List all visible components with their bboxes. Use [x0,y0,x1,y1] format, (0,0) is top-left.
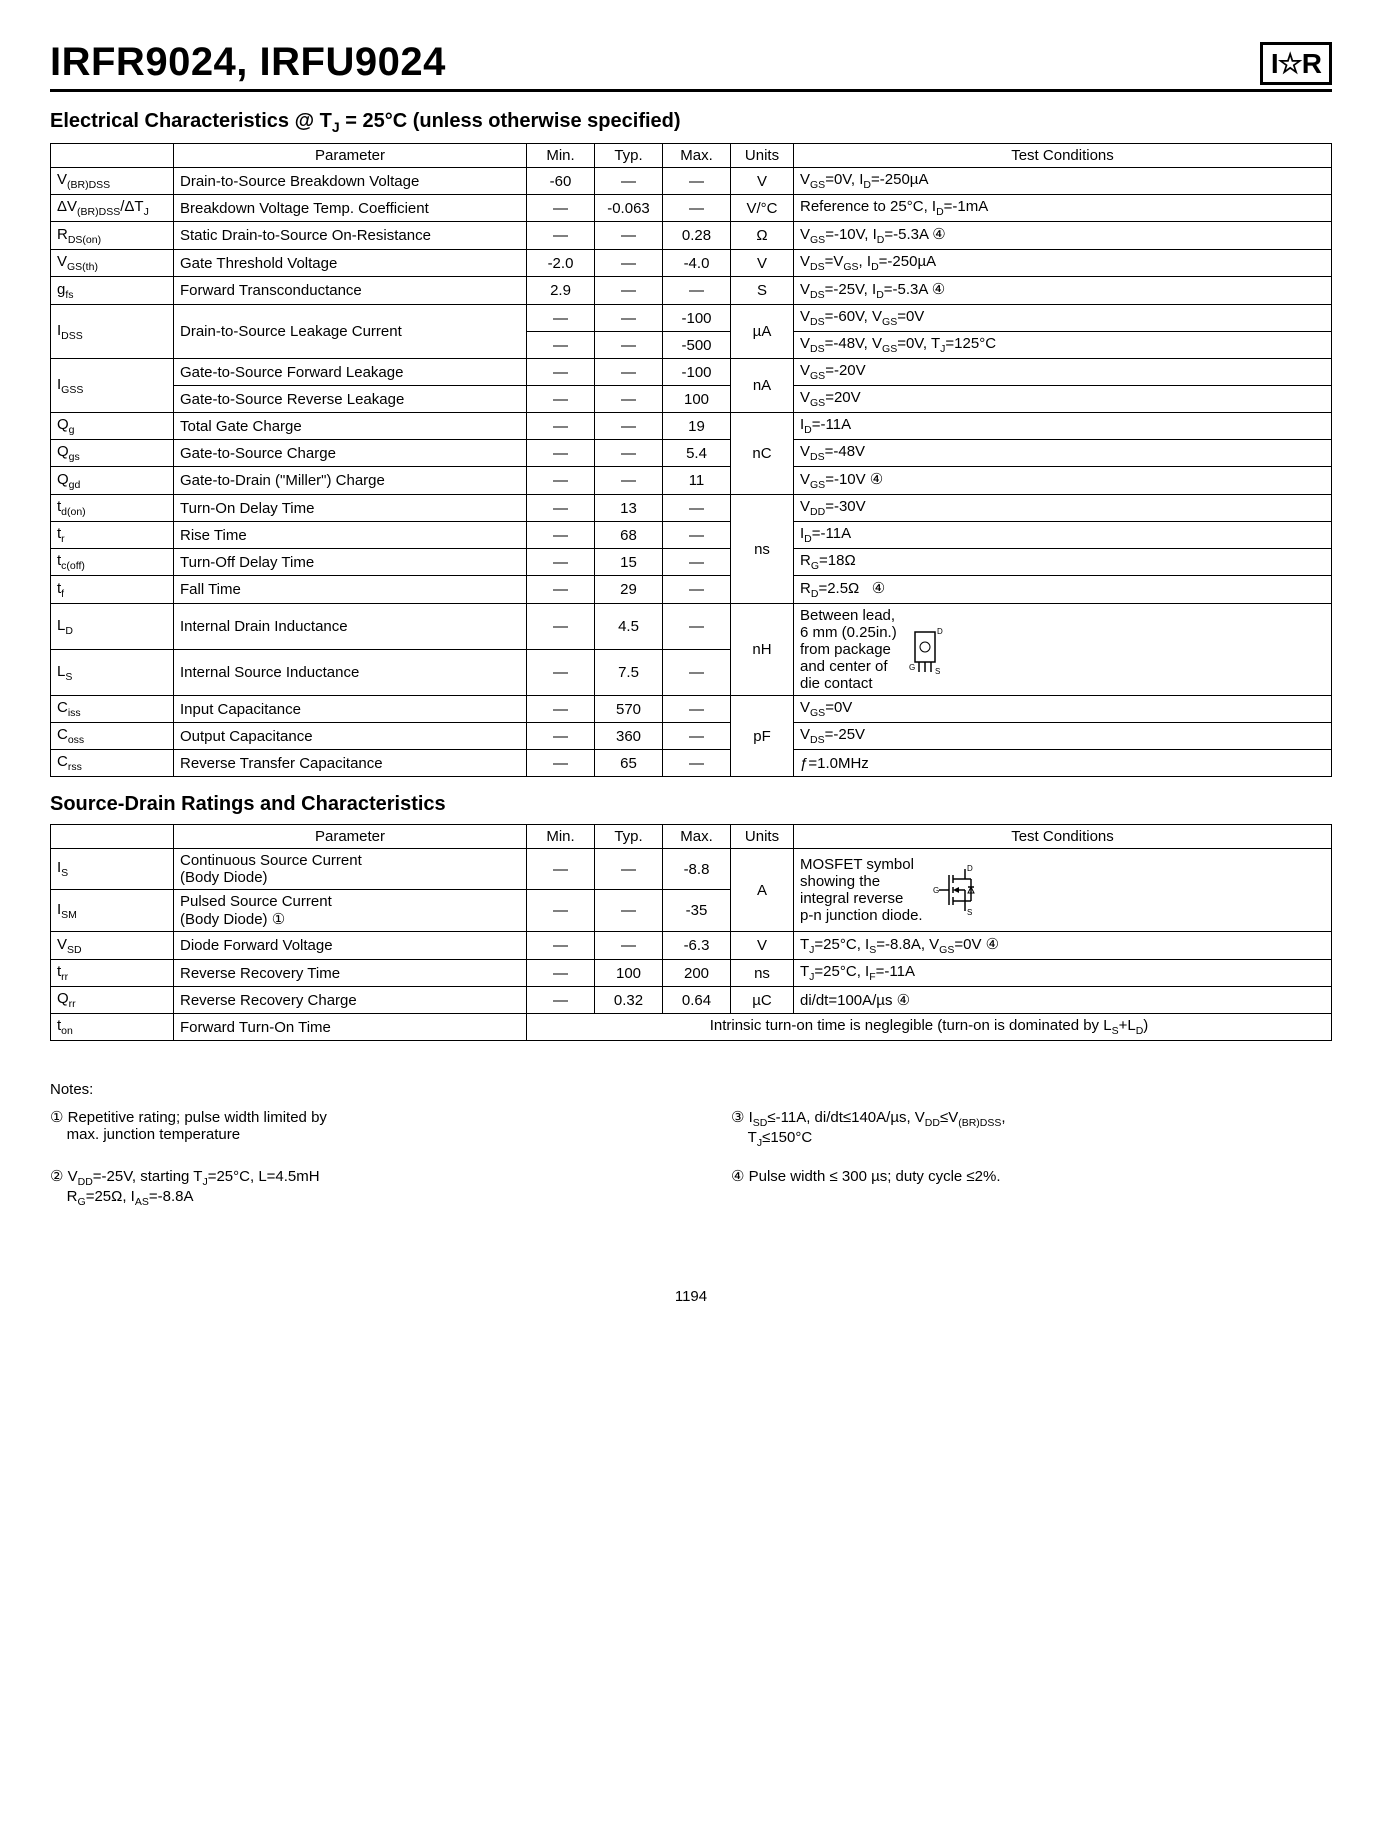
table-row: trr Reverse Recovery Time — 100 200 ns T… [51,960,1332,987]
col-conditions: Test Conditions [794,144,1332,168]
part-number-title: IRFR9024, IRFU9024 [50,40,446,85]
svg-text:S: S [935,667,940,676]
table-row: RDS(on) Static Drain-to-Source On-Resist… [51,222,1332,250]
electrical-characteristics-heading: Electrical Characteristics @ TJ = 25°C (… [50,110,1332,135]
svg-text:S: S [967,908,972,917]
col-max: Max. [663,144,731,168]
mosfet-symbol-icon: D G S [931,863,981,918]
table-row: IS Continuous Source Current(Body Diode)… [51,849,1332,890]
svg-text:G: G [909,663,915,672]
note-3: ③ ISD≤-11A, di/dt≤140A/µs, VDD≤V(BR)DSS,… [731,1108,1332,1149]
company-logo: I☆R [1260,42,1332,85]
table-row: IGSS Gate-to-Source Forward Leakage — — … [51,359,1332,386]
inductance-note: Between lead,6 mm (0.25in.)from packagea… [800,607,897,692]
table-header-row: Parameter Min. Typ. Max. Units Test Cond… [51,825,1332,849]
col-symbol [51,144,174,168]
table-row: VSD Diode Forward Voltage — — -6.3 V TJ=… [51,932,1332,960]
svg-text:D: D [967,864,973,873]
table-row: Qgs Gate-to-Source Charge — — 5.4 VDS=-4… [51,440,1332,467]
table-row: Coss Output Capacitance — 360 — VDS=-25V [51,723,1332,750]
note-4: ④ Pulse width ≤ 300 µs; duty cycle ≤2%. [731,1167,1332,1208]
table-row: Qg Total Gate Charge — — 19 nC ID=-11A [51,413,1332,440]
table-row: Crss Reverse Transfer Capacitance — 65 —… [51,750,1332,777]
notes-heading: Notes: [50,1081,1332,1098]
table-row: td(on) Turn-On Delay Time — 13 — ns VDD=… [51,495,1332,522]
col-min: Min. [527,144,595,168]
svg-text:G: G [933,886,939,895]
notes-section: Notes: ① Repetitive rating; pulse width … [50,1081,1332,1208]
table-row: ton Forward Turn-On Time Intrinsic turn-… [51,1014,1332,1041]
source-drain-heading: Source-Drain Ratings and Characteristics [50,793,1332,816]
note-2: ② VDD=-25V, starting TJ=25°C, L=4.5mH RG… [50,1167,651,1208]
col-parameter: Parameter [174,144,527,168]
table-row: Qgd Gate-to-Drain ("Miller") Charge — — … [51,467,1332,495]
note-1: ① Repetitive rating; pulse width limited… [50,1108,651,1149]
table-row: gfs Forward Transconductance 2.9 — — S V… [51,277,1332,305]
table-row: V(BR)DSS Drain-to-Source Breakdown Volta… [51,168,1332,195]
table-row: VGS(th) Gate Threshold Voltage -2.0 — -4… [51,250,1332,277]
table-row: Ciss Input Capacitance — 570 — pF VGS=0V [51,696,1332,723]
table-row: Qrr Reverse Recovery Charge — 0.32 0.64 … [51,987,1332,1014]
electrical-characteristics-table: Parameter Min. Typ. Max. Units Test Cond… [50,143,1332,777]
svg-text:D: D [937,627,943,636]
table-row: tf Fall Time — 29 — RD=2.5Ω ④ [51,576,1332,604]
table-row: tr Rise Time — 68 — ID=-11A [51,522,1332,549]
source-drain-table: Parameter Min. Typ. Max. Units Test Cond… [50,824,1332,1041]
table-row: Gate-to-Source Reverse Leakage — — 100 V… [51,386,1332,413]
mosfet-note: MOSFET symbolshowing theintegral reverse… [800,856,923,924]
document-header: IRFR9024, IRFU9024 I☆R [50,40,1332,92]
col-units: Units [731,144,794,168]
package-icon: D G S [905,622,945,677]
table-row: tc(off) Turn-Off Delay Time — 15 — RG=18… [51,549,1332,576]
page-number: 1194 [50,1288,1332,1305]
table-row: ΔV(BR)DSS/ΔTJ Breakdown Voltage Temp. Co… [51,195,1332,222]
col-typ: Typ. [595,144,663,168]
table-header-row: Parameter Min. Typ. Max. Units Test Cond… [51,144,1332,168]
table-row: LD Internal Drain Inductance — 4.5 — nH … [51,604,1332,650]
table-row: IDSS Drain-to-Source Leakage Current — —… [51,305,1332,332]
